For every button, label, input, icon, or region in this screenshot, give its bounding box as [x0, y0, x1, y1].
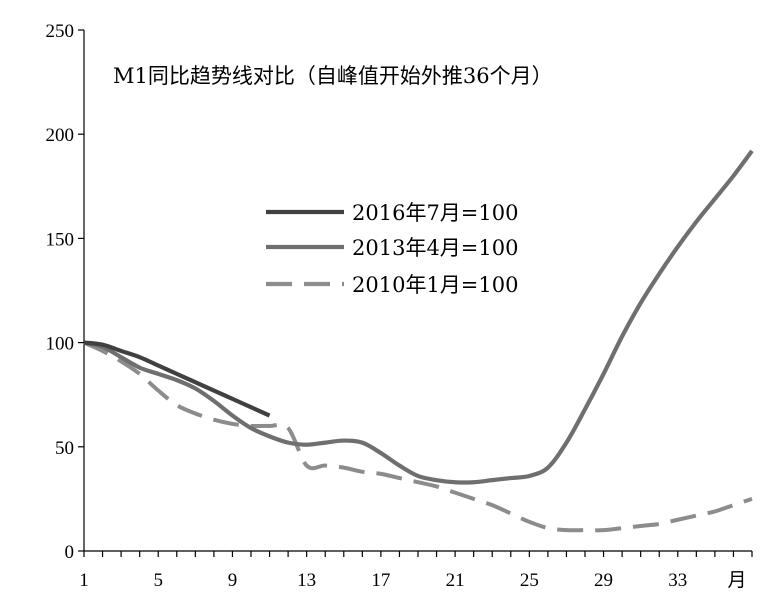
- legend-label-1: 2013年4月=100: [352, 236, 518, 260]
- x-tick-label: 33: [668, 570, 687, 591]
- legend-label-0: 2016年7月=100: [352, 201, 518, 225]
- x-tick-label: 5: [153, 570, 163, 591]
- series-line-0: [83, 340, 271, 418]
- y-tick-label: 0: [65, 542, 75, 563]
- x-tick-label: 17: [371, 570, 390, 591]
- y-tick-label: 150: [46, 229, 75, 250]
- series-layer: [83, 149, 754, 533]
- y-tick-label: 250: [46, 21, 75, 42]
- chart-title: M1同比趋势线对比（自峰值开始外推36个月）: [113, 64, 553, 88]
- x-tick-label: 21: [446, 570, 465, 591]
- y-tick-label: 50: [55, 438, 74, 459]
- x-axis-unit-label: 月: [727, 570, 746, 591]
- legend: 2016年7月=100 2013年4月=100 2010年1月=100: [266, 201, 518, 297]
- x-tick-label: 13: [297, 570, 316, 591]
- x-axis: 1 5 9 13 17 21 25 29 33: [79, 550, 753, 591]
- series-line-2: [83, 340, 753, 533]
- x-tick-label: 9: [228, 570, 238, 591]
- x-tick-label: 1: [79, 570, 89, 591]
- y-tick-label: 200: [46, 125, 75, 146]
- x-tick-label: 25: [520, 570, 539, 591]
- y-tick-label: 100: [46, 334, 75, 355]
- y-axis: 0 50 100 150 200 250: [46, 21, 85, 563]
- x-tick-label: 29: [594, 570, 613, 591]
- series-line-1: [83, 149, 754, 485]
- legend-label-2: 2010年1月=100: [352, 273, 518, 297]
